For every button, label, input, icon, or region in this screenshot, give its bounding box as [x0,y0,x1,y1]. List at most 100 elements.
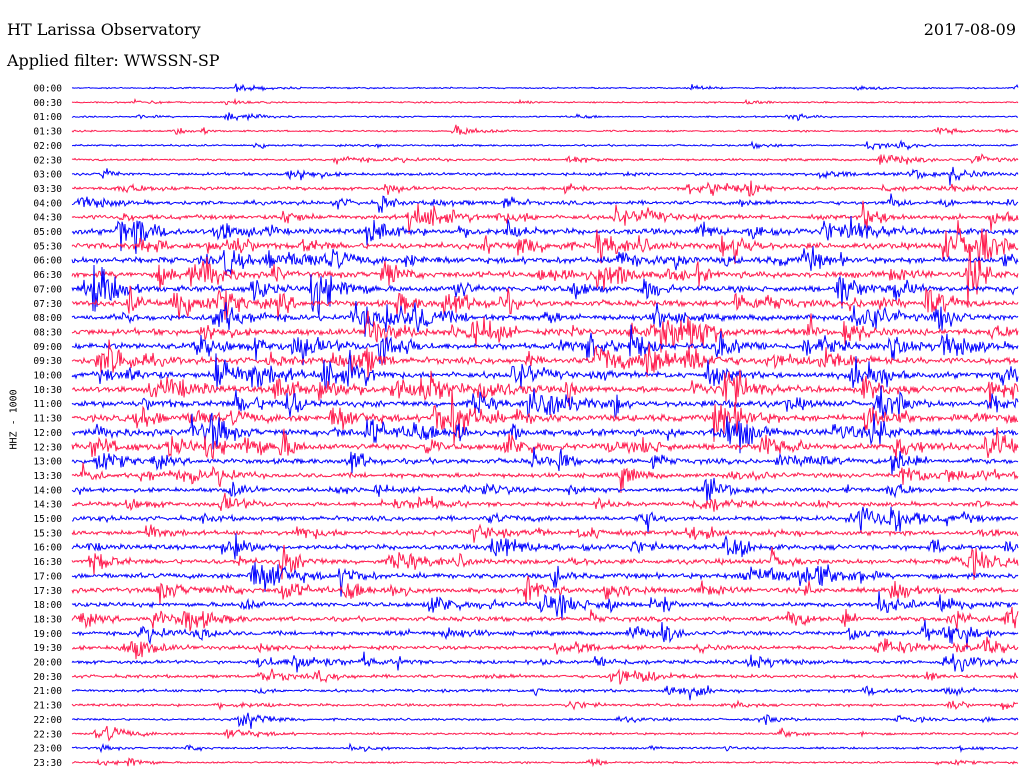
time-tick-label: 09:30 [33,356,62,367]
time-tick-label: 09:00 [33,342,62,353]
time-tick-label: 20:00 [33,658,62,669]
filter-label: Applied filter: WWSSN-SP [7,51,220,70]
trace-line [71,412,1019,454]
trace-line [71,389,1019,444]
time-tick-label: 05:00 [33,227,62,238]
time-tick-label: 16:00 [33,543,62,554]
trace-line [71,523,1019,543]
trace-line [71,742,1019,754]
time-tick-label: 12:30 [33,442,62,453]
time-tick-label: 16:30 [33,557,62,568]
trace-line [71,462,1019,494]
trace-line [71,492,1019,512]
trace-line [71,506,1019,534]
trace-line [71,575,1019,605]
time-tick-label: 22:30 [33,729,62,740]
time-tick-label: 10:00 [33,371,62,382]
time-tick-label: 04:00 [33,198,62,209]
trace-line [71,166,1019,186]
time-tick-label: 07:00 [33,284,62,295]
time-tick-label: 05:30 [33,241,62,252]
time-tick-label: 23:00 [33,744,62,755]
trace-line [71,668,1019,685]
time-tick-label: 15:30 [33,528,62,539]
trace-line [71,562,1019,597]
trace-line [71,757,1019,768]
trace-line [71,712,1019,729]
trace-line [71,83,1019,93]
trace-line [71,124,1019,136]
trace-line [71,385,1019,419]
time-tick-label: 00:00 [33,84,62,95]
trace-line [71,651,1019,673]
date-label: 2017-08-09 [923,20,1016,39]
trace-line [71,349,1019,391]
trace-line [71,591,1019,620]
time-tick-label: 11:30 [33,414,62,425]
trace-line [71,246,1019,276]
time-tick-label: 06:30 [33,270,62,281]
trace-line [71,180,1019,197]
time-tick-label: 15:00 [33,514,62,525]
trace-line [71,264,1019,317]
trace-line [71,193,1019,213]
trace-line [71,97,1019,106]
trace-line [71,324,1019,366]
time-tick-label: 01:30 [33,127,62,138]
time-tick-label: 08:00 [33,313,62,324]
trace-line [71,153,1019,165]
trace-line [72,139,1018,151]
time-axis-ticks: 00:00 00:30 01:00 01:30 02:00 02:30 03:00 03:30… [33,84,62,769]
observatory-title: HT Larissa Observatory [7,20,201,39]
trace-line [71,533,1019,560]
time-tick-label: 17:30 [33,586,62,597]
trace-line [71,220,1019,271]
time-tick-label: 02:30 [33,155,62,166]
trace-line [71,285,1019,320]
time-tick-label: 21:00 [33,686,62,697]
time-tick-label: 00:30 [33,98,62,109]
trace-line [71,447,1019,475]
time-tick-label: 23:30 [33,758,62,769]
time-tick-label: 10:30 [33,385,62,396]
time-tick-label: 14:00 [33,485,62,496]
time-tick-label: 22:00 [33,715,62,726]
time-tick-label: 17:00 [33,571,62,582]
trace-line [71,300,1019,337]
time-tick-label: 19:30 [33,643,62,654]
time-tick-label: 06:00 [33,256,62,267]
time-tick-label: 20:30 [33,672,62,683]
time-tick-label: 02:00 [33,141,62,152]
time-tick-label: 11:00 [33,399,62,410]
trace-line [71,112,1018,122]
trace-line [71,215,1019,254]
trace-line [71,427,1019,461]
trace-line [71,339,1019,378]
time-tick-label: 03:30 [33,184,62,195]
trace-line [71,310,1019,353]
time-tick-label: 12:00 [33,428,62,439]
trace-line [71,477,1019,504]
trace-line [71,369,1019,409]
time-tick-label: 07:30 [33,299,62,310]
time-tick-label: 18:30 [33,614,62,625]
trace-line [71,685,1019,701]
trace-line [71,606,1019,632]
trace-line [71,725,1019,742]
time-tick-label: 18:00 [33,600,62,611]
time-tick-label: 19:00 [33,629,62,640]
time-tick-label: 21:30 [33,701,62,712]
trace-line [71,544,1019,580]
time-tick-label: 04:30 [33,213,62,224]
trace-line [71,619,1019,650]
trace-line [71,699,1019,711]
trace-line [71,244,1019,308]
time-tick-label: 03:00 [33,170,62,181]
time-tick-label: 08:30 [33,327,62,338]
time-tick-label: 13:00 [33,457,62,468]
time-tick-label: 14:30 [33,500,62,511]
trace-line [71,636,1019,660]
time-tick-label: 01:00 [33,112,62,123]
seismic-traces [71,83,1019,768]
